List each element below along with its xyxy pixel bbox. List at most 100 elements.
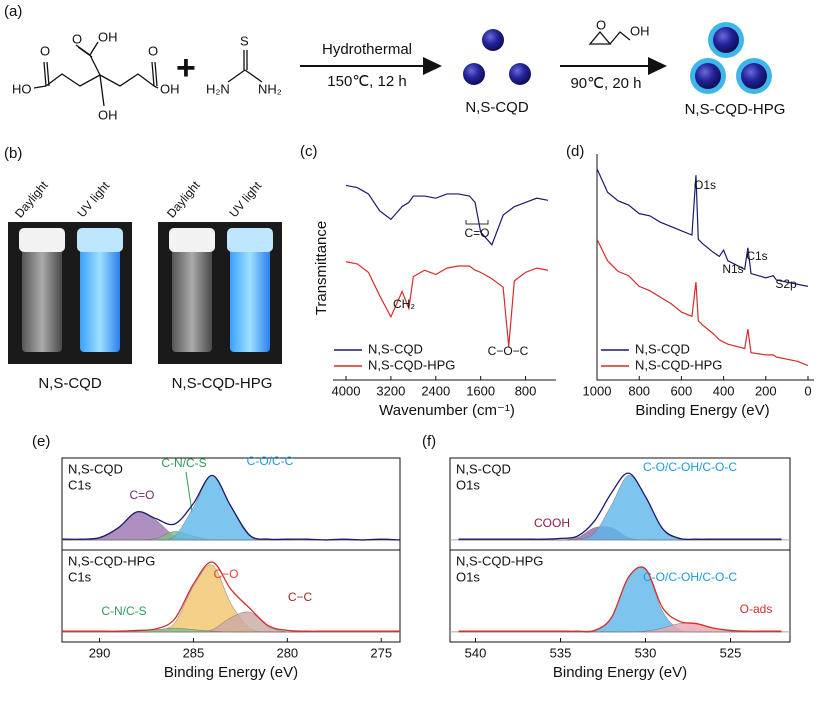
photo-caption: N,S-CQD-HPG — [172, 375, 273, 392]
sample-label: N,S-CQD — [68, 461, 123, 476]
step-label: 90℃, 20 h — [570, 75, 641, 92]
hpg-dots — [690, 22, 772, 94]
sample-label: N,S-CQD-HPG — [456, 553, 543, 568]
atom: OH — [98, 29, 118, 44]
spectrum-line — [458, 566, 782, 633]
product-label: N,S-CQD — [465, 99, 529, 116]
component-label: C-O/C-C — [247, 454, 294, 468]
atom: S — [240, 33, 249, 48]
core-level-label: C1s — [68, 569, 92, 584]
spectrum-line — [61, 561, 400, 632]
arrow-head — [423, 57, 442, 75]
annotation: C1s — [746, 249, 767, 263]
panel-label: (d) — [566, 143, 584, 160]
glycidol-bonds — [588, 30, 631, 45]
leader-line — [185, 471, 193, 513]
y-axis-label: Transmittance — [313, 221, 330, 315]
spectrum-line — [345, 184, 549, 246]
legend-label: N,S-CQD-HPG — [368, 357, 455, 372]
sample-label: N,S-CQD — [456, 461, 511, 476]
light-label: Daylight — [164, 178, 203, 221]
atom: OH — [630, 23, 650, 38]
dot — [463, 63, 485, 85]
annotation: S2p — [775, 277, 797, 291]
panel-label: (a) — [4, 3, 22, 20]
panel-label: (c) — [300, 143, 318, 160]
x-tick-label: 290 — [89, 645, 111, 660]
x-axis-label: Binding Energy (eV) — [553, 664, 687, 681]
component-label: C-O/C-OH/C-O-C — [643, 460, 737, 474]
plot-frame — [449, 549, 791, 643]
product-label: N,S-CQD-HPG — [685, 101, 786, 118]
x-tick-label: 800 — [628, 383, 650, 398]
component-label: C−O — [213, 567, 238, 581]
legend-label: N,S-CQD — [635, 341, 690, 356]
atom: OH — [160, 81, 180, 96]
plus-sign: + — [176, 49, 196, 87]
x-tick-label: 200 — [755, 383, 777, 398]
component-area — [62, 627, 400, 633]
x-tick-label: 525 — [720, 645, 742, 660]
spectrum-line — [345, 261, 549, 347]
panel-label: (b) — [4, 145, 22, 162]
component-area — [61, 475, 400, 541]
spectrum-line — [458, 472, 782, 541]
component-label: C−C — [288, 590, 313, 604]
component-label: C-N/C-S — [161, 456, 206, 470]
light-label: UV light — [226, 178, 264, 220]
component-label: O-ads — [740, 602, 773, 616]
legend-label: N,S-CQD-HPG — [635, 357, 722, 372]
atom: O — [148, 43, 158, 58]
step-label: Hydrothermal — [322, 41, 412, 58]
vials — [19, 228, 273, 352]
light-label: UV light — [74, 178, 112, 220]
photos: (b) Daylight UV light Daylight UV light … — [4, 145, 282, 392]
sample-label: N,S-CQD-HPG — [68, 553, 155, 568]
x-tick-label: 800 — [515, 383, 537, 398]
annotation: CH₂ — [393, 297, 415, 311]
x-tick-label: 275 — [370, 645, 392, 660]
annotation: C−O−C — [488, 344, 529, 358]
annotation: C=O — [464, 226, 489, 240]
atom: H₂N — [206, 81, 230, 96]
x-tick-label: 540 — [465, 645, 487, 660]
x-tick-label: 1600 — [466, 383, 495, 398]
scheme: (a) O OH O HO O OH OH + S H₂N NH₂ Hydrot… — [4, 3, 785, 122]
spectrum-line — [596, 239, 809, 367]
annotation: N1s — [722, 262, 743, 276]
citric-acid-bonds — [33, 41, 159, 107]
component-area — [458, 475, 782, 541]
panel-label: (f) — [422, 433, 436, 450]
x-tick-label: 600 — [671, 383, 693, 398]
x-tick-label: 3200 — [376, 383, 405, 398]
x-tick-label: 530 — [635, 645, 657, 660]
x-tick-label: 1000 — [583, 383, 612, 398]
component-label: C-N/C-S — [101, 604, 146, 618]
dot — [482, 29, 504, 51]
spectrum-line — [61, 474, 401, 541]
atom: O — [40, 43, 50, 58]
x-tick-label: 4000 — [332, 383, 361, 398]
legend-label: N,S-CQD — [368, 341, 423, 356]
x-tick-label: 400 — [713, 383, 735, 398]
x-axis-label: Binding Energy (eV) — [635, 402, 769, 419]
plot-frame — [61, 549, 401, 643]
spectrum-line — [596, 168, 809, 287]
bracket — [465, 220, 489, 225]
x-tick-label: 2400 — [421, 383, 450, 398]
x-axis-label: Wavenumber (cm⁻¹) — [379, 402, 515, 419]
core-level-label: O1s — [456, 477, 480, 492]
photo-caption: N,S-CQD — [38, 375, 102, 392]
core-level-label: O1s — [456, 569, 480, 584]
component-label: COOH — [534, 516, 570, 530]
dot — [509, 63, 531, 85]
core-level-label: C1s — [68, 477, 92, 492]
thiourea-bonds — [227, 50, 263, 83]
light-label: Daylight — [12, 178, 51, 221]
atom: O — [596, 17, 606, 32]
component-label: C=O — [129, 488, 154, 502]
atom: OH — [98, 107, 118, 122]
annotation: O1s — [694, 178, 716, 192]
